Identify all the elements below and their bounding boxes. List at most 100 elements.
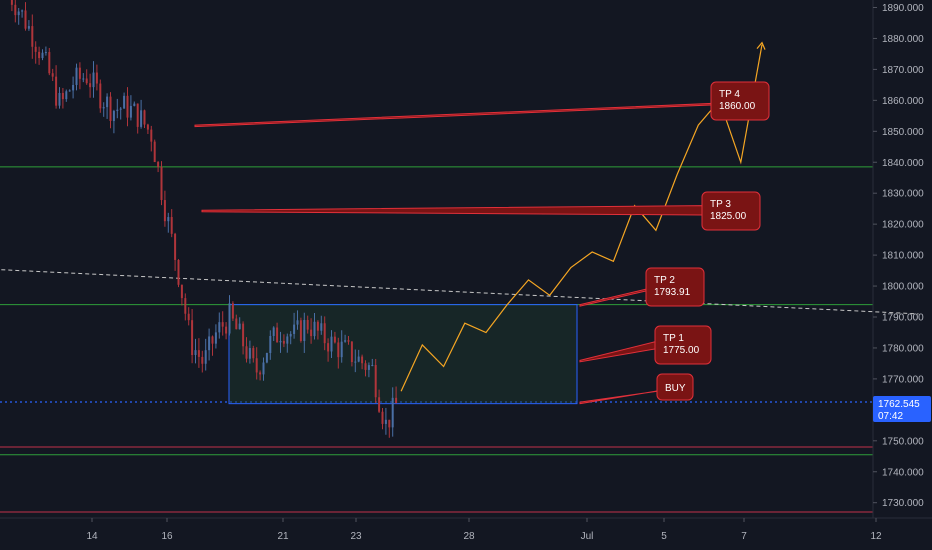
time-tick-label: 28 — [463, 531, 475, 542]
candle-body — [293, 324, 296, 334]
candle-body — [99, 83, 102, 109]
price-tick-label: 1810.000 — [882, 251, 924, 262]
candle-body — [384, 419, 387, 424]
target-label: TP 3 — [710, 199, 731, 210]
candle-body — [367, 365, 370, 370]
candle-body — [34, 46, 37, 52]
time-tick-label: 5 — [661, 531, 667, 542]
candle-body — [82, 78, 85, 80]
candle-body — [85, 78, 88, 84]
target-box[interactable] — [710, 81, 770, 121]
candle-body — [160, 167, 163, 201]
candle-body — [112, 110, 115, 121]
candle-body — [354, 361, 357, 363]
projection-line[interactable] — [400, 44, 763, 392]
time-tick-label: Jul — [581, 531, 594, 542]
time-tick-label: 16 — [161, 531, 173, 542]
dashed-trendline[interactable] — [0, 261, 919, 315]
candle-body — [378, 397, 381, 412]
candle-body — [48, 52, 51, 74]
consolidation-box[interactable] — [228, 304, 578, 405]
candle-body — [333, 336, 336, 343]
candle-body — [129, 105, 132, 118]
candle-body — [286, 336, 289, 344]
candle-body — [177, 259, 180, 285]
candle-body — [337, 342, 340, 358]
candle-body — [245, 346, 248, 359]
candle-body — [187, 313, 190, 321]
candle-body — [191, 320, 194, 356]
projection-path[interactable] — [400, 41, 766, 392]
candle-body — [41, 52, 44, 59]
candle-body — [371, 364, 374, 366]
candle-body — [38, 51, 41, 59]
candle-body — [279, 340, 282, 343]
candle-body — [204, 350, 207, 364]
price-tick-label: 1840.000 — [882, 158, 924, 169]
candle-body — [150, 129, 153, 142]
current-price-timer: 07:42 — [878, 411, 903, 422]
candle-body — [276, 327, 279, 343]
candle-body — [72, 84, 75, 91]
price-tick-label: 1860.000 — [882, 96, 924, 107]
candle-body — [163, 200, 166, 222]
target-box[interactable] — [654, 325, 712, 365]
price-tick-label: 1750.000 — [882, 436, 924, 447]
candle-body — [180, 284, 183, 299]
candle-body — [170, 217, 173, 234]
candle-body — [157, 162, 160, 168]
candle-body — [201, 356, 204, 364]
candle-body — [310, 329, 313, 337]
target-connector — [579, 341, 656, 363]
price-tick-label: 1880.000 — [882, 34, 924, 45]
candle-body — [225, 326, 228, 334]
candle-body — [381, 411, 384, 424]
time-tick-label: 21 — [277, 531, 289, 542]
candle-body — [235, 318, 238, 330]
candle-body — [259, 372, 262, 375]
candle-body — [265, 353, 268, 363]
target-connector — [194, 102, 712, 128]
time-tick-label: 7 — [741, 531, 747, 542]
candle-body — [374, 364, 377, 398]
candle-body — [242, 323, 245, 347]
candle-body — [58, 92, 61, 106]
candle-body — [24, 10, 27, 29]
candle-body — [31, 26, 34, 47]
target-label: BUY — [665, 383, 686, 394]
price-tick-label: 1850.000 — [882, 127, 924, 138]
target-box[interactable] — [701, 191, 761, 231]
target-value: 1825.00 — [710, 211, 747, 222]
candle-body — [78, 67, 81, 79]
candle-body — [320, 323, 323, 331]
candle-body — [167, 217, 170, 222]
range-box[interactable] — [228, 304, 578, 405]
candle-body — [44, 52, 47, 54]
candle-body — [197, 350, 200, 357]
candle-body — [252, 348, 255, 359]
price-tick-label: 1780.000 — [882, 343, 924, 354]
target-callout[interactable]: BUY — [579, 373, 694, 405]
candle-body — [303, 319, 306, 342]
price-tick-label: 1870.000 — [882, 65, 924, 76]
price-axis[interactable]: 1730.0001740.0001750.0001760.0001770.000… — [873, 3, 924, 509]
price-tick-label: 1820.000 — [882, 220, 924, 231]
trendline[interactable] — [0, 261, 919, 315]
target-label: TP 2 — [654, 275, 675, 286]
candle-body — [248, 348, 251, 359]
target-box[interactable] — [656, 373, 694, 401]
current-price-label: 1762.545 07:42 — [873, 396, 931, 422]
time-axis[interactable]: 14 16 21 23 28 Jul 5 7 12 — [86, 518, 882, 542]
candle-body — [119, 108, 122, 110]
candle-body — [323, 323, 326, 344]
target-box[interactable] — [645, 267, 705, 307]
candle-body — [350, 341, 353, 363]
candle-body — [364, 363, 367, 370]
candle-body — [272, 327, 275, 336]
